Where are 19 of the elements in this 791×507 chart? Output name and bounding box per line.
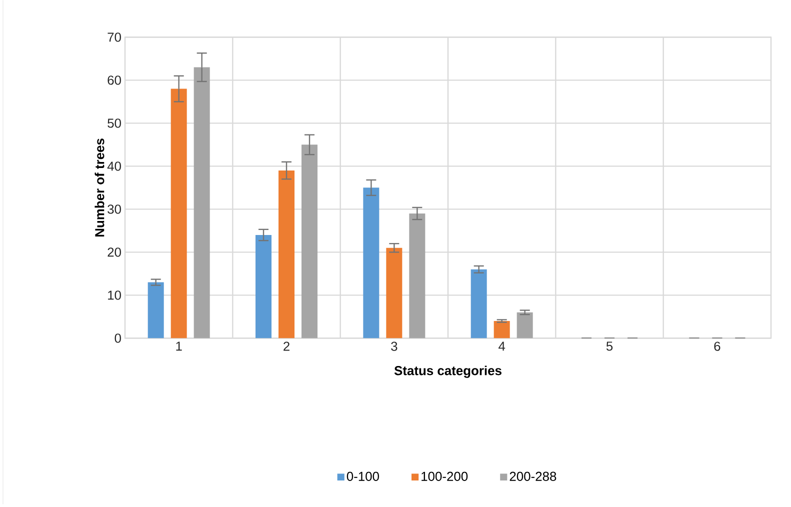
legend-label: 0-100 [346,472,380,481]
y-tick-label: 20 [108,248,121,257]
y-tick-label: 50 [108,118,121,128]
x-axis-title: Status categories [394,366,502,378]
y-tick-label: 60 [108,76,121,85]
x-tick-label: 4 [498,342,506,351]
legend-label: 200-288 [510,472,556,481]
y-tick-label: 70 [108,32,121,42]
y-axis-title: Number of trees [94,138,104,236]
legend-label: 100-200 [422,472,468,481]
x-tick-label: 2 [284,342,290,351]
y-tick-label: 0 [114,334,121,343]
x-tick-label: 1 [176,342,182,351]
x-tick-label: 3 [391,342,398,351]
x-tick-label: 5 [606,342,613,351]
y-tick-label: 10 [108,290,121,300]
y-tick-label: 30 [108,204,121,214]
y-tick-label: 40 [107,162,121,171]
x-tick-label: 6 [714,342,720,351]
